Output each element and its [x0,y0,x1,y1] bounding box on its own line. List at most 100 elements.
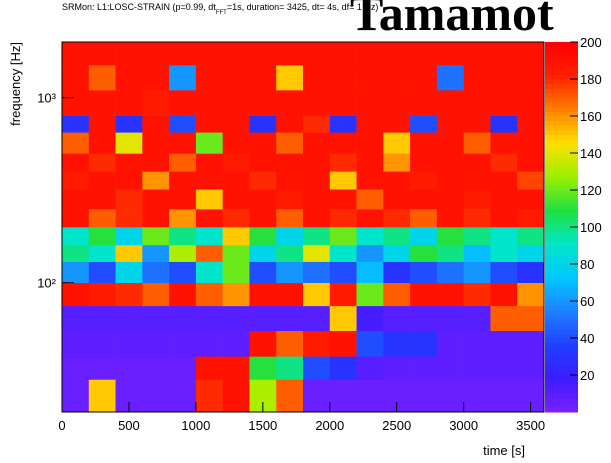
heat-cell [142,171,170,190]
colorbar-tick-label: 120 [580,183,602,198]
heat-cell [169,132,197,154]
colorbar-cell [545,319,578,325]
colorbar-cell [545,190,578,196]
heat-cell [115,189,143,210]
heat-cell [195,244,223,262]
heat-cell [383,209,411,228]
heat-cell [463,153,491,172]
heat-cell [88,115,116,133]
heat-cell [142,379,170,413]
heat-cell [169,330,197,357]
heat-cell [276,132,304,154]
heat-cell [88,65,116,91]
colorbar-cell [545,74,578,80]
heat-cell [62,171,90,190]
heat-cell [463,189,491,210]
colorbar-cell [545,65,578,71]
colorbar-cell [545,264,578,270]
heat-cell [436,244,464,262]
heat-cell [249,42,277,66]
heat-cell [169,153,197,172]
colorbar-cell [545,287,578,293]
heat-cell [303,171,331,190]
heat-cell [222,379,250,413]
heat-cell [88,244,116,262]
colorbar-cell [545,250,578,256]
heat-cell [329,227,357,246]
x-tick-label: 1500 [248,418,277,433]
heat-cell [142,209,170,228]
heat-cell [517,261,545,283]
heat-cell [490,282,518,307]
heat-cell [249,209,277,228]
colorbar-cell [545,388,578,394]
heat-cell [115,42,143,66]
heat-cell [249,261,277,283]
heat-cell [222,356,250,380]
colorbar-cell [545,194,578,200]
colorbar-cell [545,268,578,274]
heat-cell [356,115,384,133]
heat-cell [383,261,411,283]
heat-cell [356,244,384,262]
colorbar-cell [545,42,578,48]
colorbar-cell [545,236,578,242]
heat-cell [62,244,90,262]
heat-cell [490,261,518,283]
heat-cell [490,42,518,66]
colorbar-cell [545,51,578,57]
heat-cell [195,115,223,133]
heat-cell [463,261,491,283]
colorbar-cell [545,171,578,177]
heat-cell [195,171,223,190]
heat-cell [329,379,357,413]
heat-cell [195,356,223,380]
heat-cell [142,305,170,332]
heat-cell [115,209,143,228]
heat-cell [463,244,491,262]
y-tick-label: 10³ [37,91,56,106]
heat-cell [88,90,116,116]
heat-cell [303,305,331,332]
heat-cell [436,330,464,357]
heat-cell [222,65,250,91]
heat-cell [356,261,384,283]
colorbar-tick-label: 180 [580,72,602,87]
heat-cell [436,171,464,190]
heat-cell [517,42,545,66]
heat-cell [249,305,277,332]
heat-cell [463,330,491,357]
heat-cell [463,42,491,66]
x-tick-label: 2000 [315,418,344,433]
heat-cell [115,153,143,172]
heat-cell [463,379,491,413]
colorbar-cell [545,305,578,311]
heat-cell [62,330,90,357]
heat-cell [142,227,170,246]
x-tick-label: 500 [118,418,140,433]
heat-cell [276,282,304,307]
heat-cell [222,90,250,116]
heat-cell [463,282,491,307]
heat-cell [88,189,116,210]
heat-cell [222,282,250,307]
heat-cell [329,305,357,332]
heat-cell [88,227,116,246]
colorbar-cell [545,324,578,330]
heat-cell [383,227,411,246]
heat-cell [517,115,545,133]
heat-cell [356,379,384,413]
heat-cell [195,132,223,154]
heat-cell [276,356,304,380]
colorbar-tick-label: 140 [580,146,602,161]
colorbar-cell [545,328,578,334]
heat-cell [62,305,90,332]
colorbar-cell [545,88,578,94]
heat-cell [517,282,545,307]
colorbar-cell [545,384,578,390]
heat-cell [249,330,277,357]
colorbar-cell [545,83,578,89]
heat-cell [276,261,304,283]
heat-cell [329,209,357,228]
heat-cell [303,282,331,307]
